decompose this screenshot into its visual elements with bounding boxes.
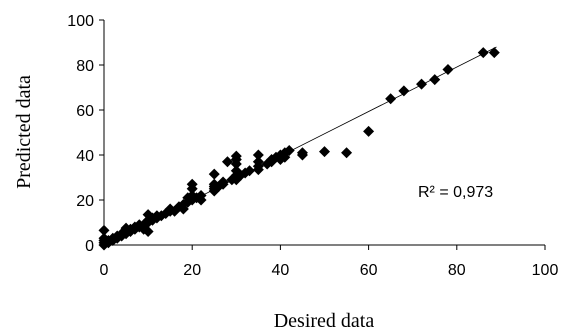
data-point [477,47,489,59]
data-point [252,149,264,161]
data-point [416,78,428,90]
data-points [98,47,500,251]
x-tick-label: 80 [448,262,466,279]
data-point [385,93,397,105]
x-tick-label: 40 [272,262,290,279]
data-point [230,150,242,162]
data-point [296,147,308,159]
y-tick-label: 60 [76,103,94,120]
x-tick-label: 60 [360,262,378,279]
data-point [221,156,233,168]
x-axis-title: Desired data [274,310,375,331]
data-point [98,224,110,236]
data-point [429,74,441,86]
data-point [195,194,207,206]
y-axis-title: Predicted data [13,75,35,189]
y-tick-label: 80 [76,58,94,75]
data-point [142,226,154,237]
data-point [186,178,198,190]
y-tick-label: 100 [67,13,94,30]
data-point [319,146,330,158]
y-tick-label: 0 [85,238,94,255]
x-tick-label: 0 [100,262,109,279]
data-point [283,145,295,156]
data-point [217,176,229,188]
data-point [442,64,454,75]
axis-ticks: 0 20 40 60 80 100 0 20 40 60 80 100 [67,13,558,279]
data-point [488,47,500,59]
data-point [341,147,353,159]
data-point [244,165,256,177]
r-squared-annotation: R² = 0,973 [418,184,493,201]
data-point [208,168,220,180]
y-tick-label: 40 [76,148,94,165]
data-point [279,151,291,163]
data-point [363,125,375,137]
x-tick-label: 20 [183,262,201,279]
data-point [177,203,189,215]
data-point [252,156,264,168]
data-point [398,85,410,97]
y-tick-label: 20 [76,193,94,210]
x-tick-label: 100 [532,262,559,279]
